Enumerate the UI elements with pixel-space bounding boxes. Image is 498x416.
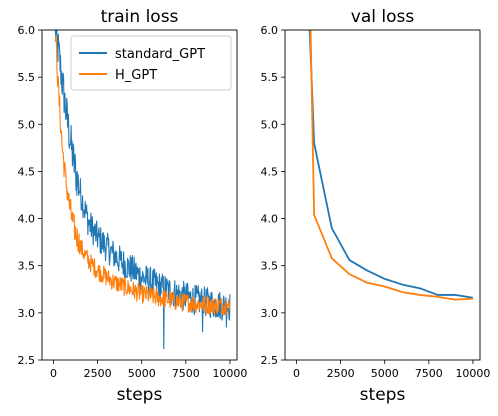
x-tick-label: 10000 (455, 367, 490, 380)
x-tick-label: 5000 (371, 367, 399, 380)
y-tick-label: 3.0 (261, 307, 279, 320)
y-tick-label: 5.0 (18, 118, 36, 131)
axes-frame (284, 29, 481, 361)
chart-title: val loss (351, 7, 415, 27)
plot-area (54, 30, 231, 350)
plot-area (308, 30, 474, 301)
y-tick-label: 4.5 (18, 165, 36, 178)
x-tick-label: 0 (293, 367, 300, 380)
axes-frame (41, 29, 238, 361)
x-tick-label: 2500 (327, 367, 355, 380)
series-line-H_GPT (54, 34, 231, 316)
legend: standard_GPT H_GPT (70, 35, 232, 91)
y-tick-label: 3.5 (18, 260, 36, 273)
x-tick-label: 5000 (128, 367, 156, 380)
y-tick-label: 3.5 (261, 260, 279, 273)
chart-panel-1: 0 2500 5000 7500 10000 2.5 3.0 3.5 4.0 4.5 5.0 5.5 6… (18, 7, 248, 405)
x-axis-label: steps (117, 385, 163, 405)
y-tick-label: 2.5 (18, 354, 36, 367)
y-tick-label: 5.5 (18, 71, 36, 84)
y-tick-label: 3.0 (18, 307, 36, 320)
legend-box (70, 35, 232, 91)
x-tick-label: 10000 (212, 367, 247, 380)
x-tick-label: 7500 (172, 367, 200, 380)
x-tick-label: 2500 (84, 367, 112, 380)
y-tick-label: 4.0 (261, 213, 279, 226)
y-tick-label: 4.5 (261, 165, 279, 178)
x-tick-label: 7500 (415, 367, 443, 380)
series-line-H_GPT (309, 30, 473, 301)
series-line-standard_GPT (308, 30, 474, 299)
x-axis-label: steps (360, 385, 406, 405)
x-tick-label: 0 (50, 367, 57, 380)
series-line-standard_GPT (54, 30, 231, 350)
legend-label: H_GPT (115, 68, 157, 83)
y-tick-label: 5.0 (261, 118, 279, 131)
chart-title: train loss (101, 7, 179, 27)
y-tick-label: 2.5 (261, 354, 279, 367)
y-tick-label: 6.0 (18, 24, 36, 37)
y-tick-label: 4.0 (18, 213, 36, 226)
y-tick-label: 5.5 (261, 71, 279, 84)
y-tick-label: 6.0 (261, 24, 279, 37)
legend-label: standard_GPT (115, 47, 205, 62)
chart-panel-2: 0 2500 5000 7500 10000 2.5 3.0 3.5 4.0 4.5 5.0 5.5 6… (261, 7, 491, 405)
